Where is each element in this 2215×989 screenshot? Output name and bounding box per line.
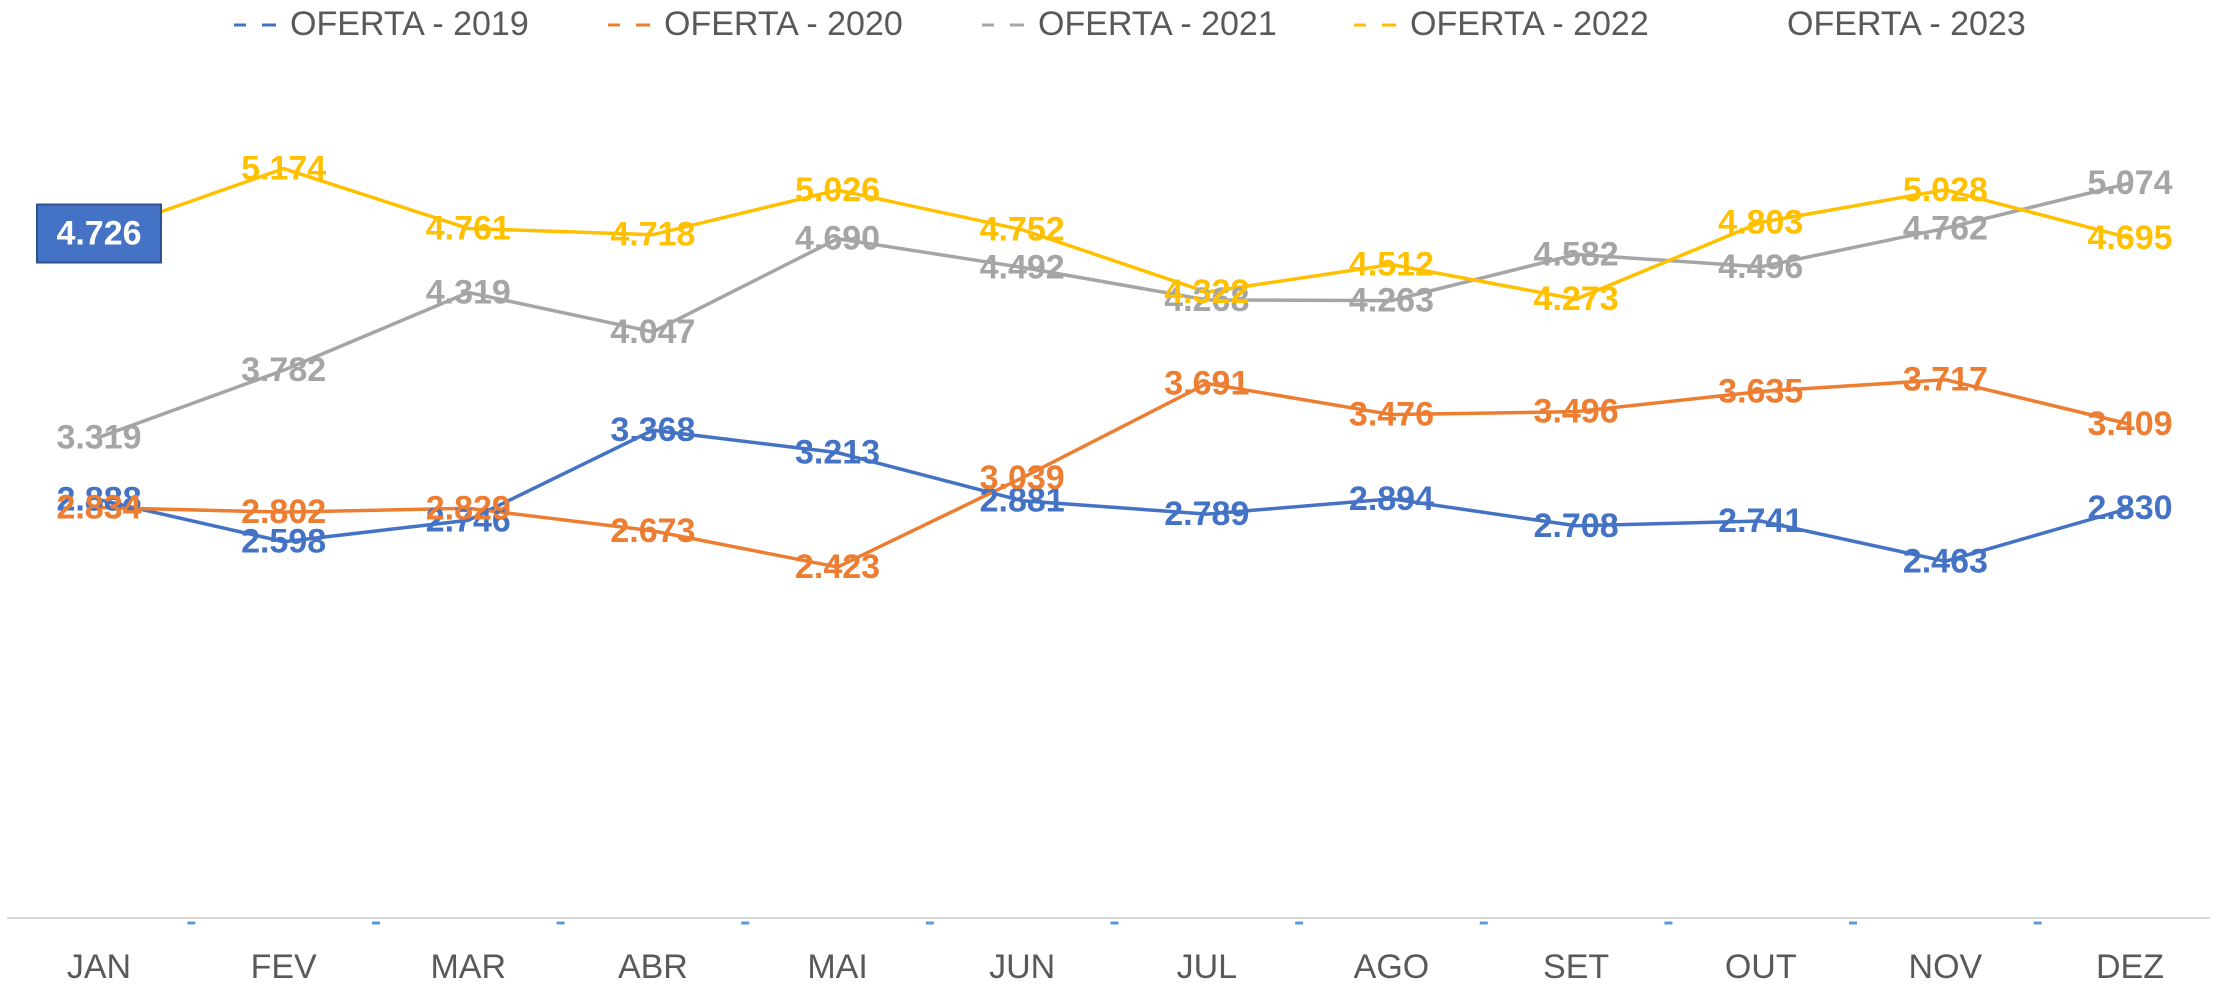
data-label: 2.894 xyxy=(1349,480,1434,518)
data-label: 4.496 xyxy=(1718,248,1803,286)
x-tick-label: MAI xyxy=(807,948,867,986)
legend-label: OFERTA - 2022 xyxy=(1410,5,1649,43)
series-line xyxy=(98,181,2131,439)
data-label: 5.174 xyxy=(241,150,326,188)
data-label: 5.026 xyxy=(795,171,880,209)
series-line xyxy=(98,166,2131,301)
data-label: 4.690 xyxy=(795,220,880,258)
legend-label: OFERTA - 2019 xyxy=(290,5,529,43)
data-label: 2.789 xyxy=(1164,495,1249,533)
data-label: 4.268 xyxy=(1164,281,1249,319)
data-label: 3.319 xyxy=(56,418,141,456)
data-label: 2.830 xyxy=(2087,489,2172,527)
data-label: 2.741 xyxy=(1718,502,1803,540)
data-label: 3.717 xyxy=(1903,361,1988,399)
data-label: 2.673 xyxy=(610,512,695,550)
data-label: 2.598 xyxy=(241,523,326,561)
data-label: 2.746 xyxy=(426,501,511,539)
data-label: 4.047 xyxy=(610,313,695,351)
x-tick-label: SET xyxy=(1543,948,1609,986)
data-label: 4.762 xyxy=(1903,209,1988,247)
data-label: 3.691 xyxy=(1164,364,1249,402)
x-tick-label: OUT xyxy=(1725,948,1797,986)
legend-label: OFERTA - 2023 xyxy=(1787,5,2026,43)
x-tick-label: ABR xyxy=(618,948,688,986)
x-tick-label: AGO xyxy=(1354,948,1430,986)
data-label: 4.695 xyxy=(2087,219,2172,257)
data-label: 4.512 xyxy=(1349,245,1434,283)
data-label: 2.708 xyxy=(1534,507,1619,545)
data-label: 4.492 xyxy=(980,248,1065,286)
legend-label: OFERTA - 2021 xyxy=(1038,5,1277,43)
data-label: 4.582 xyxy=(1534,235,1619,273)
data-label: 5.028 xyxy=(1903,171,1988,209)
data-label: 3.635 xyxy=(1718,373,1803,411)
data-label: 4.752 xyxy=(980,211,1065,249)
x-tick-label: MAR xyxy=(430,948,506,986)
data-label: 4.803 xyxy=(1718,203,1803,241)
data-label: 4.761 xyxy=(426,209,511,247)
data-label: 4.319 xyxy=(426,273,511,311)
data-label: 2.888 xyxy=(56,481,141,519)
data-label: 2.463 xyxy=(1903,542,1988,580)
data-label: 3.496 xyxy=(1534,393,1619,431)
data-label: 4.263 xyxy=(1349,282,1434,320)
data-label: 3.368 xyxy=(610,411,695,449)
data-label: 3.039 xyxy=(980,459,1065,497)
data-label: 4.718 xyxy=(610,216,695,254)
x-tick-label: NOV xyxy=(1909,948,1983,986)
data-label: 2.423 xyxy=(795,548,880,586)
data-label: 3.782 xyxy=(241,351,326,389)
x-tick-label: JAN xyxy=(67,948,131,986)
x-tick-label: FEV xyxy=(251,948,317,986)
data-label: 4.322 xyxy=(1164,273,1249,311)
data-label: 2.834 xyxy=(56,489,141,527)
series-line xyxy=(98,377,2131,569)
data-label: 3.409 xyxy=(2087,405,2172,443)
data-label: 3.476 xyxy=(1349,396,1434,434)
x-tick-label: JUN xyxy=(989,948,1055,986)
data-label: 5.074 xyxy=(2087,164,2172,202)
data-label: 2.802 xyxy=(241,493,326,531)
data-label: 3.213 xyxy=(795,434,880,472)
data-label: 2.829 xyxy=(426,489,511,527)
data-point-box xyxy=(36,203,162,264)
data-label: 2.881 xyxy=(980,482,1065,520)
x-tick-label: DEZ xyxy=(2096,948,2164,986)
series-line xyxy=(98,428,2131,564)
legend-label: OFERTA - 2020 xyxy=(664,5,903,43)
x-tick-label: JUL xyxy=(1177,948,1237,986)
data-label: 4.726 xyxy=(56,215,141,253)
data-label: 4.273 xyxy=(1534,280,1619,318)
